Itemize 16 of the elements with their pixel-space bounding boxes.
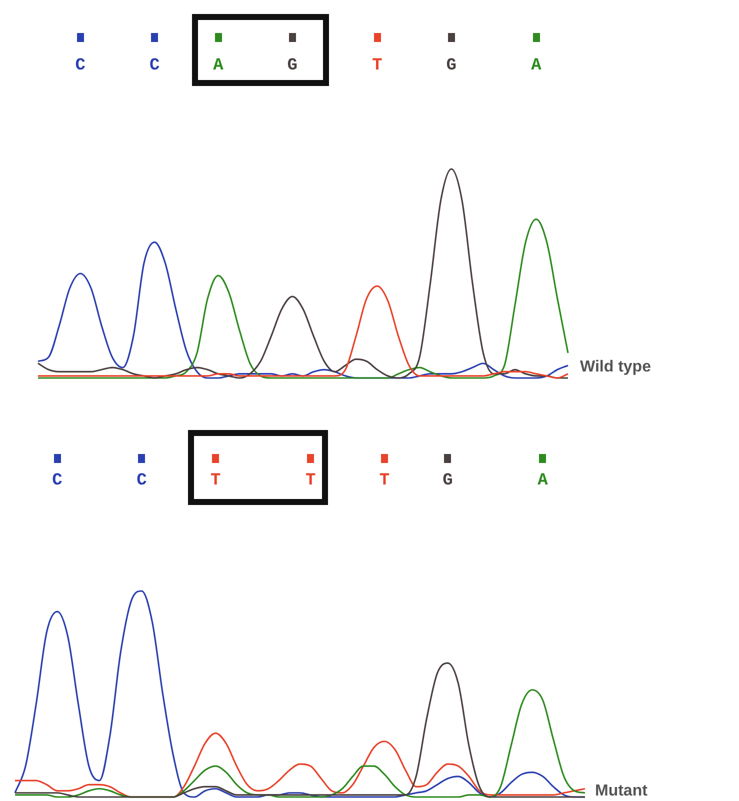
x-tick-label: T [372,56,382,76]
x-tick-label: C [75,56,86,76]
text: Mutant [595,782,648,800]
x-tick-label: A [213,56,224,76]
x-tick-label: A [531,56,542,76]
x-tick-label: G [287,56,298,76]
x-tick-label: T [305,471,316,490]
x-tick-label: G [442,471,453,490]
x-tick-label: C [52,471,62,490]
x-tick-label: T [379,471,390,490]
x-tick-label: T [210,471,221,490]
x-tick-label: G [446,56,456,76]
x-tick-label: C [136,471,147,490]
x-tick-label: C [150,56,160,76]
text: Wild type [580,358,652,376]
x-tick-label: A [538,471,549,490]
